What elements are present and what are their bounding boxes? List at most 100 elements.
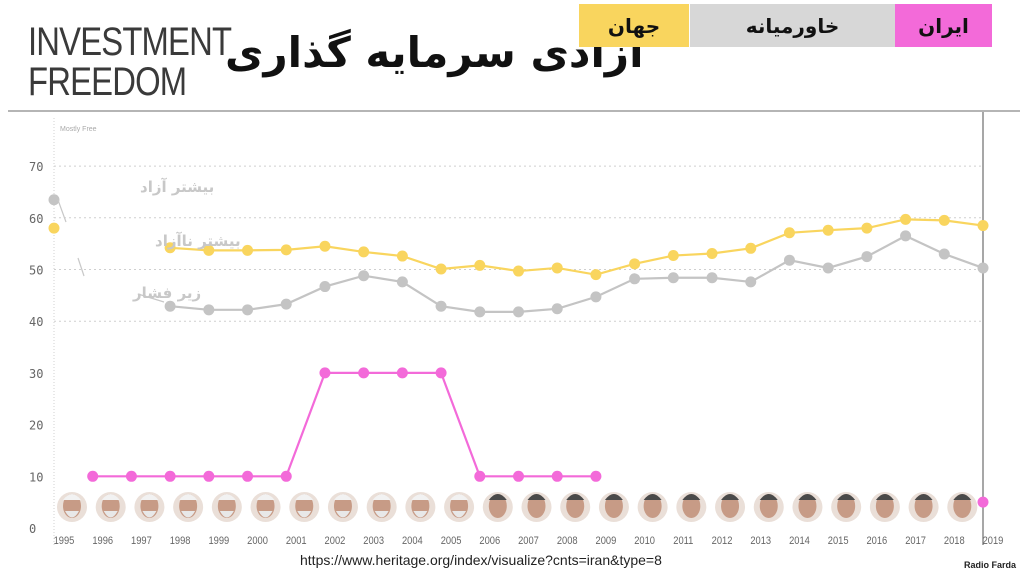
- world-point: [861, 222, 873, 234]
- world-point: [242, 244, 254, 256]
- portrait-hair: [566, 494, 585, 500]
- x-tick-label: 2010: [634, 535, 655, 547]
- iran-point: [125, 470, 137, 482]
- world-point: [900, 213, 912, 225]
- portrait-hair: [101, 494, 120, 500]
- tab-world[interactable]: جهان: [579, 4, 689, 47]
- y-tick-label: 70: [29, 160, 43, 174]
- portrait-icon: [289, 492, 320, 522]
- world-point: [474, 259, 486, 271]
- middle_east-point: [396, 276, 408, 288]
- portrait-icon: [869, 492, 900, 522]
- middle_east-point: [861, 251, 873, 263]
- portrait-icon: [250, 492, 281, 522]
- portrait-icon: [676, 492, 707, 522]
- iran-point: [358, 367, 370, 379]
- middle_east-point: [667, 272, 679, 284]
- portrait-icon: [715, 492, 746, 522]
- portrait-beard: [103, 511, 118, 518]
- portrait-icon: [327, 492, 358, 522]
- portrait-hair: [527, 494, 546, 500]
- middle_east-point: [783, 254, 795, 266]
- middle_east-point: [474, 306, 486, 318]
- portrait-beard: [258, 511, 273, 518]
- world-point: [977, 220, 989, 232]
- y-tick-label: 20: [29, 419, 43, 433]
- y-tick-label: 0: [29, 522, 36, 536]
- middle_east-point: [745, 276, 757, 288]
- tab-middle-east[interactable]: خاورمیانه: [689, 4, 895, 47]
- middle_east-point: [938, 248, 950, 260]
- tab-iran[interactable]: ایران: [895, 4, 992, 47]
- y-tick-label: 40: [29, 315, 43, 329]
- portrait-icon: [598, 492, 629, 522]
- iran-point: [242, 470, 254, 482]
- iran-point: [280, 470, 292, 482]
- annotation-label: زیر فشار: [132, 284, 201, 302]
- source-url: https://www.heritage.org/index/visualize…: [300, 552, 662, 568]
- axis-layer: Mostly Free 0 10 20 30 40 50 60 70 1995 1996 1997 19…: [29, 126, 1004, 547]
- world-point: [590, 269, 602, 281]
- annotation-connector: [77, 257, 85, 277]
- line-chart: Mostly Free 0 10 20 30 40 50 60 70 1995 1996 1997 19…: [29, 112, 1004, 547]
- middle_east-point: [48, 194, 60, 206]
- world-point: [745, 242, 757, 254]
- portrait-hair: [179, 494, 198, 500]
- portrait-beard: [374, 511, 389, 518]
- iran-point: [164, 470, 176, 482]
- middle_east-line: [170, 234, 984, 313]
- portrait-hair: [837, 494, 856, 500]
- middle_east-point: [358, 270, 370, 282]
- annotation-connector: [57, 199, 67, 223]
- middle_east-point: [203, 304, 215, 316]
- portrait-beard: [142, 511, 157, 518]
- middle_east-point: [319, 281, 331, 293]
- portrait-hair: [604, 494, 623, 500]
- portrait-hair: [759, 494, 778, 500]
- middle_east-point: [629, 273, 641, 285]
- middle_east-point: [900, 230, 912, 242]
- portrait-icon: [637, 492, 668, 522]
- portrait-hair: [798, 494, 817, 500]
- portrait-icon: [173, 492, 204, 522]
- portrait-icon: [792, 492, 823, 522]
- portrait-icon: [831, 492, 862, 522]
- portrait-hair: [217, 494, 236, 500]
- world-point: [667, 250, 679, 262]
- annotation-layer: بیشتر آزاد بیشتر ناآزاد زیر فشار: [57, 178, 241, 303]
- iran-point: [474, 470, 486, 482]
- iran-point: [513, 470, 524, 482]
- portrait-hair: [875, 494, 894, 500]
- page-title: آزادی سرمایه گذاری: [225, 28, 644, 77]
- iran-point: [551, 470, 563, 482]
- middle_east-point: [822, 262, 834, 274]
- portrait-beard: [452, 511, 467, 518]
- portrait-hair: [411, 494, 430, 500]
- x-tick-label: 1999: [208, 535, 229, 547]
- iran-point: [977, 496, 989, 508]
- middle_east-point: [590, 291, 602, 303]
- x-tick-label: 2006: [479, 535, 500, 547]
- y-tick-label: 10: [29, 470, 43, 484]
- middle_east-point: [551, 303, 563, 315]
- world-point: [783, 227, 795, 239]
- x-tick-label: 2009: [596, 535, 617, 547]
- world-point: [319, 240, 331, 252]
- region-tabs: جهان خاورمیانه ایران: [579, 4, 992, 47]
- portrait-hair: [643, 494, 662, 500]
- x-tick-label: 2005: [441, 535, 462, 547]
- x-tick-label: 2016: [866, 535, 887, 547]
- annotation-label: بیشتر آزاد: [140, 178, 214, 196]
- header-divider: [8, 110, 1020, 112]
- x-tick-label: 2019: [983, 535, 1004, 547]
- portrait-icon: [95, 492, 126, 522]
- world-point: [48, 222, 60, 234]
- world-point: [551, 262, 563, 274]
- world-point: [280, 244, 292, 256]
- x-tick-label: 2001: [286, 535, 307, 547]
- portrait-icon: [753, 492, 784, 522]
- world-point: [358, 246, 370, 258]
- portrait-icon: [444, 492, 475, 522]
- x-tick-label: 1998: [170, 535, 191, 547]
- portrait-hair: [140, 494, 159, 500]
